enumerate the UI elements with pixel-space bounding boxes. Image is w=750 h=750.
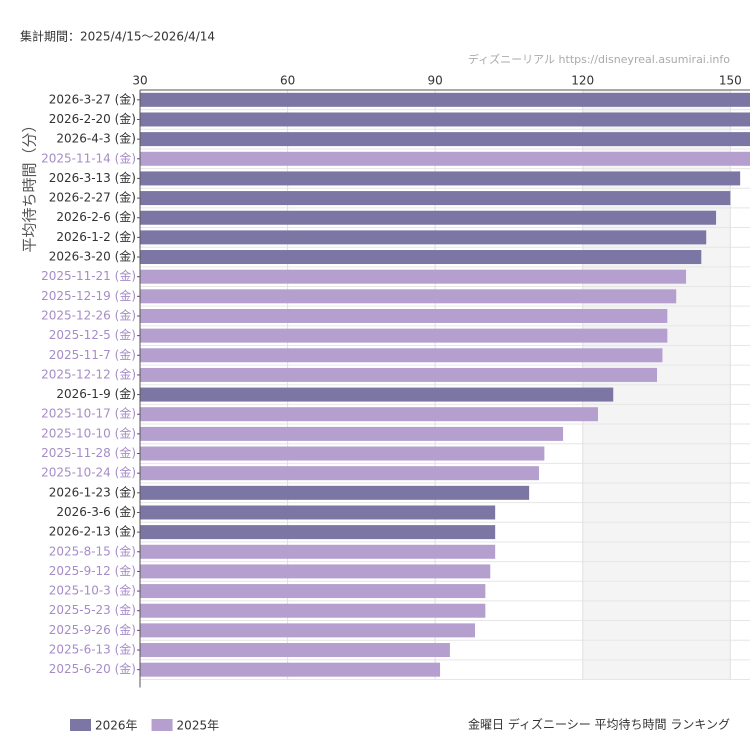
y-tick-label: 2026-2-6 (金) <box>56 209 136 224</box>
y-tick-label: 2025-10-10 (金) <box>41 425 136 440</box>
bar <box>140 623 476 638</box>
y-tick-label: 2025-12-5 (金) <box>49 327 136 342</box>
bar <box>140 171 741 186</box>
bar <box>140 230 707 245</box>
bar <box>140 584 486 599</box>
y-tick-label: 2025-6-20 (金) <box>49 661 136 676</box>
bar <box>140 132 750 147</box>
bar <box>140 250 702 265</box>
bar <box>140 151 750 166</box>
bar <box>140 407 598 422</box>
bar <box>140 328 668 343</box>
y-tick-label: 2026-3-13 (金) <box>49 170 136 185</box>
y-tick-label: 2025-9-26 (金) <box>49 622 136 637</box>
y-tick-label: 2026-4-3 (金) <box>56 131 136 146</box>
bar <box>140 446 545 461</box>
bar <box>140 662 441 677</box>
y-tick-label: 2025-10-24 (金) <box>41 465 136 480</box>
x-tick-label: 30 <box>132 74 147 88</box>
axis-label: 平均待ち時間（分） <box>21 117 39 252</box>
y-tick-label: 2025-5-23 (金) <box>49 602 136 617</box>
y-tick-label: 2026-1-2 (金) <box>56 229 136 244</box>
bar <box>140 269 687 284</box>
bar <box>140 191 731 206</box>
bar <box>140 643 450 658</box>
y-tick-label: 2025-12-26 (金) <box>41 307 136 322</box>
bar <box>140 544 496 559</box>
bar <box>140 466 539 481</box>
y-tick-label: 2026-1-9 (金) <box>56 386 136 401</box>
y-tick-label: 2026-1-23 (金) <box>49 484 136 499</box>
legend-label: 2025年 <box>177 719 220 733</box>
y-tick-label: 2025-6-13 (金) <box>49 642 136 657</box>
y-tick-label: 2026-2-13 (金) <box>49 524 136 539</box>
bar <box>140 525 496 540</box>
x-tick-label: 150 <box>719 74 742 88</box>
y-tick-label: 2025-9-12 (金) <box>49 563 136 578</box>
bar <box>140 603 486 618</box>
y-tick-label: 2025-10-3 (金) <box>49 583 136 598</box>
bar <box>140 289 677 304</box>
y-tick-label: 2025-12-19 (金) <box>41 288 136 303</box>
subtitle: 集計期間：2025/4/15～2026/4/14 <box>20 29 215 44</box>
y-tick-label: 2025-10-17 (金) <box>41 406 136 421</box>
y-tick-label: 2025-8-15 (金) <box>49 543 136 558</box>
x-tick-label: 120 <box>571 74 594 88</box>
y-tick-label: 2025-11-21 (金) <box>41 268 136 283</box>
bar <box>140 426 564 441</box>
bar <box>140 308 668 323</box>
y-tick-label: 2026-3-6 (金) <box>56 504 136 519</box>
y-tick-label: 2026-2-27 (金) <box>49 190 136 205</box>
bar <box>140 485 530 500</box>
bar <box>140 210 717 225</box>
bar <box>140 564 491 579</box>
y-tick-label: 2025-11-28 (金) <box>41 445 136 460</box>
x-tick-label: 90 <box>428 74 443 88</box>
bar <box>140 92 750 107</box>
legend-swatch <box>151 719 173 731</box>
bars <box>140 92 750 677</box>
y-tick-label: 2026-2-20 (金) <box>49 111 136 126</box>
x-tick-label: 60 <box>280 74 295 88</box>
bar <box>140 387 614 402</box>
source: ディズニーリアル https://disneyreal.asumirai.inf… <box>468 52 730 66</box>
legend-swatch <box>70 719 91 731</box>
y-tick-label: 2025-11-7 (金) <box>49 347 136 362</box>
bar <box>140 112 750 127</box>
legend-label: 2026年 <box>95 719 138 733</box>
y-tick-label: 2026-3-27 (金) <box>49 91 136 106</box>
bar <box>140 505 496 520</box>
bar <box>140 367 658 382</box>
y-tick-label: 2025-12-12 (金) <box>41 366 136 381</box>
y-tick-label: 2025-11-14 (金) <box>41 150 136 165</box>
chart-title: 金曜日 ディズニーシー 平均待ち時間 ランキング <box>468 717 730 732</box>
bar <box>140 348 663 363</box>
y-tick-label: 2026-3-20 (金) <box>49 249 136 264</box>
